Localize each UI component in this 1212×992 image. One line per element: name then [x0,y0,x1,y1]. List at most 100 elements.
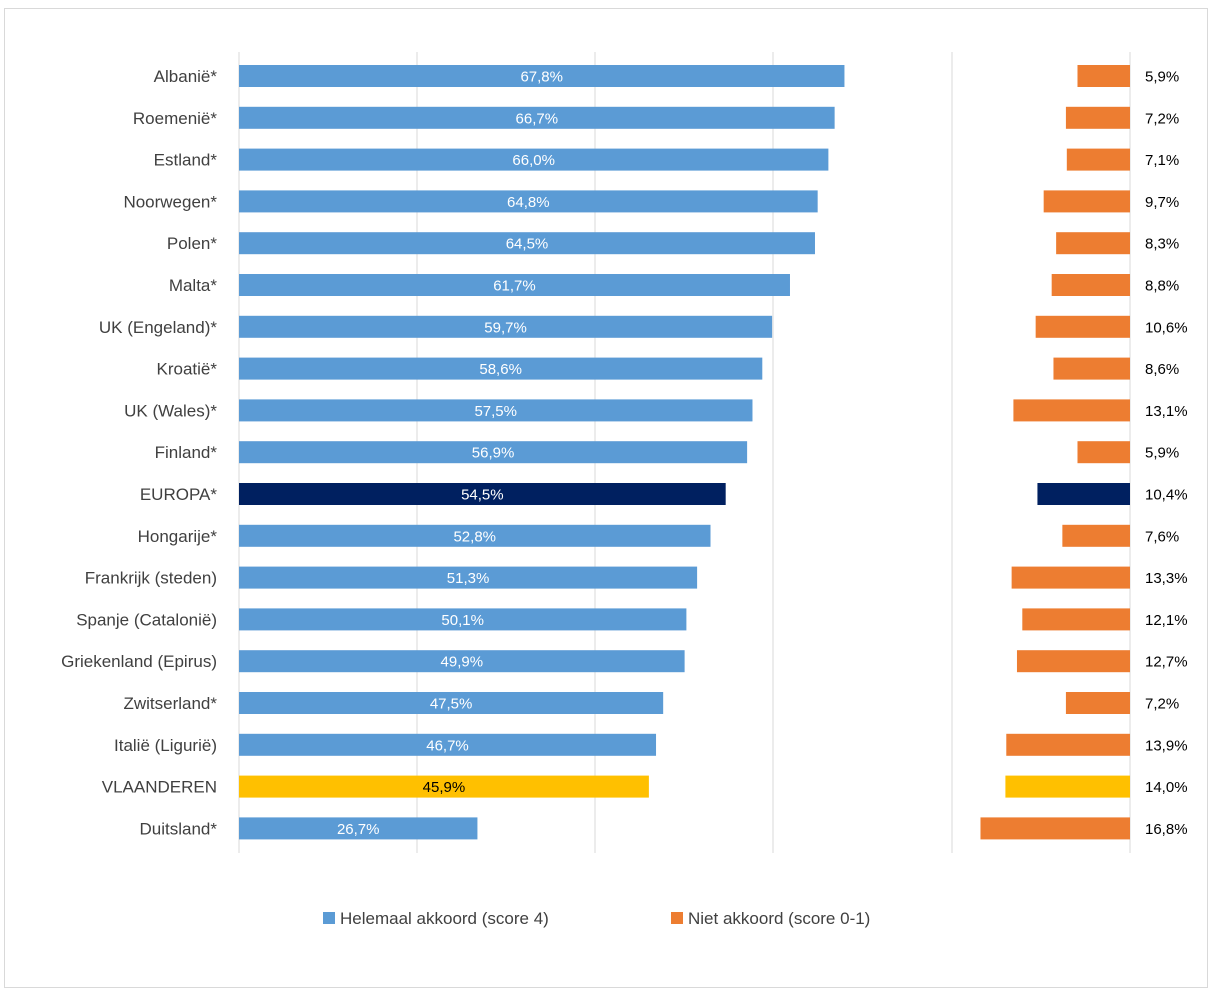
data-label-helemaal-akkoord: 67,8% [520,69,563,86]
legend-item-niet-akkoord-label: Niet akkoord (score 0-1) [688,909,870,928]
bar-niet-akkoord [980,817,1130,840]
data-label-niet-akkoord: 8,8% [1145,278,1179,295]
bar-helemaal-akkoord [239,148,829,171]
bar-helemaal-akkoord [239,650,685,673]
bar-niet-akkoord [1077,65,1130,87]
bar-niet-akkoord [1065,692,1130,714]
category-label: Zwitserland* [123,694,217,713]
bar-helemaal-akkoord [239,608,687,631]
bar-helemaal-akkoord [239,524,711,547]
bar-helemaal-akkoord [239,315,773,338]
category-label: Kroatië* [157,360,218,379]
data-label-helemaal-akkoord: 49,9% [441,654,484,671]
data-label-niet-akkoord: 7,6% [1145,528,1179,545]
bar-helemaal-akkoord [239,483,726,505]
data-label-helemaal-akkoord: 47,5% [430,696,473,713]
bar-niet-akkoord [1043,190,1130,213]
data-label-niet-akkoord: 13,1% [1145,403,1188,420]
legend-item-niet-akkoord-swatch [671,912,683,924]
data-label-niet-akkoord: 16,8% [1145,821,1188,838]
bar-niet-akkoord [1013,399,1130,422]
category-label: Estland* [154,151,218,170]
category-label: Italië (Ligurië) [114,736,217,755]
bar-helemaal-akkoord [239,692,664,714]
bar-niet-akkoord [1005,775,1130,798]
data-label-niet-akkoord: 8,3% [1145,236,1179,253]
data-label-niet-akkoord: 10,4% [1145,487,1188,504]
bar-niet-akkoord [1077,441,1130,464]
data-label-helemaal-akkoord: 66,0% [512,152,555,169]
bar-helemaal-akkoord [239,190,818,213]
data-label-helemaal-akkoord: 57,5% [474,403,517,420]
bar-niet-akkoord [1051,274,1130,296]
bar-helemaal-akkoord [239,274,790,296]
bar-helemaal-akkoord [239,566,698,589]
bar-niet-akkoord [1011,566,1130,589]
category-label: Griekenland (Epirus) [61,652,217,671]
data-label-helemaal-akkoord: 64,8% [507,194,550,211]
bar-niet-akkoord [1065,106,1130,129]
category-label: VLAANDEREN [102,778,217,797]
bar-niet-akkoord [1006,733,1130,756]
category-label: Hongarije* [138,527,218,546]
bar-helemaal-akkoord [239,733,657,756]
category-label: Albanië* [154,67,218,86]
bar-niet-akkoord [1022,608,1130,631]
bar-niet-akkoord [1066,148,1130,171]
bar-niet-akkoord [1035,315,1130,338]
category-label: Spanje (Catalonië) [76,610,217,629]
data-label-helemaal-akkoord: 64,5% [506,236,549,253]
data-label-helemaal-akkoord: 50,1% [441,612,484,629]
category-label: UK (Wales)* [124,401,217,420]
category-label: UK (Engeland)* [99,318,218,337]
data-label-niet-akkoord: 5,9% [1145,69,1179,86]
legend-item-helemaal-akkoord-label: Helemaal akkoord (score 4) [340,909,549,928]
data-label-helemaal-akkoord: 54,5% [461,487,504,504]
legend-item-helemaal-akkoord-swatch [323,912,335,924]
data-label-niet-akkoord: 7,1% [1145,152,1179,169]
data-label-helemaal-akkoord: 46,7% [426,737,469,754]
category-label: EUROPA* [140,485,218,504]
bar-helemaal-akkoord [239,65,845,87]
bar-helemaal-akkoord [239,232,815,255]
category-label: Polen* [167,234,217,253]
category-label: Duitsland* [140,819,218,838]
data-label-niet-akkoord: 7,2% [1145,696,1179,713]
data-label-niet-akkoord: 12,7% [1145,654,1188,671]
legend: Helemaal akkoord (score 4) Niet akkoord (… [323,909,870,928]
data-label-niet-akkoord: 10,6% [1145,319,1188,336]
data-label-helemaal-akkoord: 66,7% [516,110,559,127]
data-label-niet-akkoord: 5,9% [1145,445,1179,462]
bar-niet-akkoord [1062,524,1130,547]
data-label-helemaal-akkoord: 56,9% [472,445,515,462]
bar-helemaal-akkoord [239,106,835,129]
data-label-niet-akkoord: 9,7% [1145,194,1179,211]
data-label-niet-akkoord: 12,1% [1145,612,1188,629]
category-label: Roemenië* [133,109,217,128]
bars [239,65,1130,840]
data-label-helemaal-akkoord: 26,7% [337,821,380,838]
bar-niet-akkoord [1053,357,1130,380]
bar-niet-akkoord [1056,232,1130,255]
data-label-niet-akkoord: 7,2% [1145,110,1179,127]
data-label-helemaal-akkoord: 52,8% [453,528,496,545]
data-label-niet-akkoord: 14,0% [1145,779,1188,796]
data-label-helemaal-akkoord: 51,3% [447,570,490,587]
category-label: Finland* [155,443,218,462]
bar-helemaal-akkoord [239,817,478,840]
data-label-helemaal-akkoord: 59,7% [484,319,527,336]
data-label-niet-akkoord: 13,9% [1145,737,1188,754]
category-label: Frankrijk (steden) [85,569,217,588]
bar-helemaal-akkoord [239,441,748,464]
bar-niet-akkoord [1016,650,1130,673]
data-label-niet-akkoord: 13,3% [1145,570,1188,587]
data-label-helemaal-akkoord: 58,6% [479,361,522,378]
data-label-helemaal-akkoord: 61,7% [493,278,536,295]
bar-helemaal-akkoord [239,357,763,380]
bar-helemaal-akkoord [239,775,649,798]
bar-helemaal-akkoord [239,399,753,422]
data-label-niet-akkoord: 8,6% [1145,361,1179,378]
category-label: Malta* [169,276,218,295]
labels: Albanië* 67,8% 5,9% Roemenië* 66,7% 7,2% Estla… [61,67,1187,838]
